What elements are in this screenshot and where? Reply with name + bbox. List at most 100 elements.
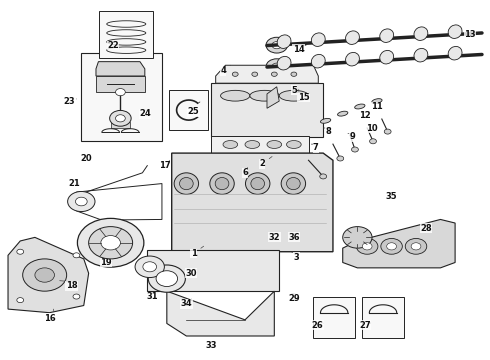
Circle shape xyxy=(272,63,282,70)
Ellipse shape xyxy=(223,140,238,148)
FancyBboxPatch shape xyxy=(211,136,309,153)
FancyBboxPatch shape xyxy=(111,122,130,128)
Circle shape xyxy=(266,37,288,53)
Text: 31: 31 xyxy=(147,292,158,301)
Ellipse shape xyxy=(174,173,198,194)
Circle shape xyxy=(384,129,391,134)
Text: 2: 2 xyxy=(259,159,265,168)
FancyBboxPatch shape xyxy=(147,250,279,291)
Ellipse shape xyxy=(355,104,365,109)
Text: 16: 16 xyxy=(44,314,55,323)
Circle shape xyxy=(252,72,258,76)
Ellipse shape xyxy=(372,99,382,104)
Text: 19: 19 xyxy=(100,258,112,267)
Ellipse shape xyxy=(245,140,260,148)
Circle shape xyxy=(291,72,297,76)
Text: 23: 23 xyxy=(63,96,75,105)
Polygon shape xyxy=(172,153,333,252)
Ellipse shape xyxy=(311,54,325,68)
Ellipse shape xyxy=(215,177,229,190)
Circle shape xyxy=(17,249,24,254)
Text: 6: 6 xyxy=(242,168,248,177)
Text: 26: 26 xyxy=(312,321,323,330)
Circle shape xyxy=(362,243,372,250)
Circle shape xyxy=(271,72,277,76)
Circle shape xyxy=(369,139,376,144)
Circle shape xyxy=(110,111,131,126)
Text: 17: 17 xyxy=(159,161,170,170)
Circle shape xyxy=(35,268,54,282)
Ellipse shape xyxy=(320,118,331,123)
Text: 10: 10 xyxy=(366,123,378,132)
Circle shape xyxy=(272,41,282,49)
Text: 30: 30 xyxy=(186,269,197,278)
Circle shape xyxy=(89,226,133,259)
Circle shape xyxy=(116,115,125,122)
Ellipse shape xyxy=(448,46,462,60)
Polygon shape xyxy=(211,83,323,137)
Ellipse shape xyxy=(345,53,360,66)
Circle shape xyxy=(135,256,164,278)
Circle shape xyxy=(232,72,238,76)
Circle shape xyxy=(148,265,185,292)
Text: 13: 13 xyxy=(464,30,476,39)
Ellipse shape xyxy=(250,90,279,101)
Circle shape xyxy=(381,238,402,254)
Circle shape xyxy=(411,243,421,250)
Ellipse shape xyxy=(287,177,300,190)
Text: 14: 14 xyxy=(293,45,305,54)
FancyBboxPatch shape xyxy=(362,297,404,338)
Ellipse shape xyxy=(251,177,265,190)
Circle shape xyxy=(387,243,396,250)
FancyBboxPatch shape xyxy=(314,297,355,338)
Text: 11: 11 xyxy=(371,102,383,111)
Circle shape xyxy=(75,197,87,206)
Ellipse shape xyxy=(414,48,428,62)
Circle shape xyxy=(68,192,95,212)
Polygon shape xyxy=(216,65,318,83)
Polygon shape xyxy=(167,291,274,336)
Circle shape xyxy=(356,238,378,254)
Ellipse shape xyxy=(245,173,270,194)
Text: 7: 7 xyxy=(313,143,318,152)
Text: 33: 33 xyxy=(205,341,217,350)
Polygon shape xyxy=(267,87,279,108)
Circle shape xyxy=(266,59,288,75)
Ellipse shape xyxy=(267,140,282,148)
FancyBboxPatch shape xyxy=(81,53,162,140)
Text: 3: 3 xyxy=(294,253,299,262)
Circle shape xyxy=(23,259,67,291)
Ellipse shape xyxy=(380,50,393,64)
Ellipse shape xyxy=(287,140,301,148)
Circle shape xyxy=(77,219,144,267)
Text: 21: 21 xyxy=(68,179,80,188)
Text: 27: 27 xyxy=(359,321,370,330)
Ellipse shape xyxy=(380,29,393,42)
Circle shape xyxy=(116,89,125,96)
Text: 22: 22 xyxy=(107,41,119,50)
Ellipse shape xyxy=(448,25,462,39)
Ellipse shape xyxy=(210,173,234,194)
Circle shape xyxy=(405,238,427,254)
Text: 18: 18 xyxy=(66,281,77,290)
Ellipse shape xyxy=(179,177,193,190)
Ellipse shape xyxy=(277,35,291,49)
Text: 36: 36 xyxy=(288,233,300,242)
Ellipse shape xyxy=(345,31,360,44)
Circle shape xyxy=(337,156,343,161)
Circle shape xyxy=(143,262,157,272)
Ellipse shape xyxy=(338,111,348,116)
Text: 8: 8 xyxy=(325,127,331,136)
Text: 29: 29 xyxy=(288,294,300,303)
Circle shape xyxy=(101,235,121,250)
Text: 35: 35 xyxy=(386,192,397,201)
Text: 12: 12 xyxy=(359,111,370,120)
Polygon shape xyxy=(96,62,145,76)
Circle shape xyxy=(343,226,372,248)
Text: 1: 1 xyxy=(191,249,196,258)
Text: 20: 20 xyxy=(80,154,92,163)
Text: 5: 5 xyxy=(291,86,297,95)
Text: 34: 34 xyxy=(180,299,192,308)
Ellipse shape xyxy=(414,27,428,40)
Text: 4: 4 xyxy=(220,66,226,75)
